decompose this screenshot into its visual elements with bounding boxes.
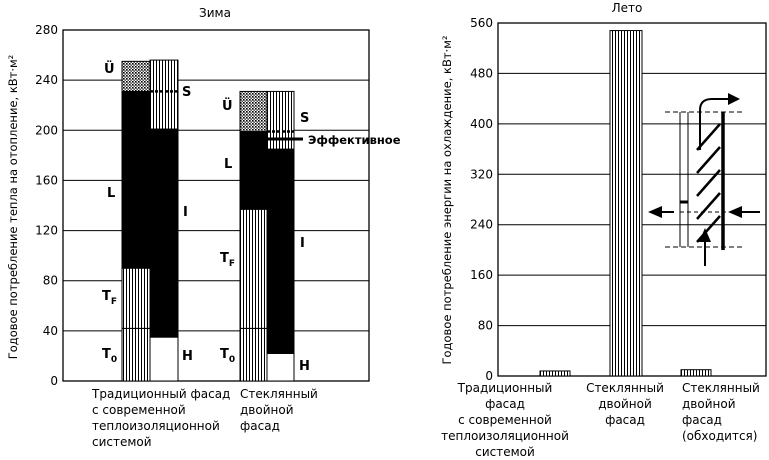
winter-y-tick: 80 xyxy=(43,274,58,288)
summer-y-tick: 320 xyxy=(470,167,493,181)
winter-bar-1-right-h xyxy=(149,336,179,382)
svg-text:Традиционный фасад: Традиционный фасад xyxy=(91,387,230,401)
label-i-2: I xyxy=(300,236,305,251)
winter-bar-1-left-t0 xyxy=(121,327,151,382)
svg-text:Традиционный: Традиционный xyxy=(457,381,553,395)
svg-text:теплоизоляционной: теплоизоляционной xyxy=(441,429,569,443)
summer-y-axis-label: Годовое потребление энергии на охлаждени… xyxy=(440,35,454,364)
winter-y-tick: 0 xyxy=(50,374,58,388)
svg-text:теплоизоляционной: теплоизоляционной xyxy=(92,419,220,433)
winter-y-tick: 200 xyxy=(35,123,58,137)
winter-y-tick: 120 xyxy=(35,224,58,238)
summer-y-tick: 400 xyxy=(470,117,493,131)
summer-title: Лето xyxy=(612,1,643,15)
winter-category-2-label: Стеклянный двойной фасад xyxy=(240,387,318,433)
winter-y-axis-label: Годовое потребление тепла на отопление, … xyxy=(6,55,20,360)
summer-category-1-label: Традиционный фасад с современной теплоиз… xyxy=(441,381,569,459)
summer-bar-2 xyxy=(609,30,643,377)
label-tf-1: TF xyxy=(102,289,117,307)
label-s-1: S xyxy=(182,85,191,100)
svg-text:системой: системой xyxy=(475,445,535,459)
summer-y-tick: 80 xyxy=(478,319,493,333)
summer-chart: Лето Годовое потребление энергии на охла… xyxy=(440,1,767,459)
winter-bar-2-right-i xyxy=(266,148,295,354)
winter-gridlines xyxy=(63,29,369,382)
svg-text:системой: системой xyxy=(92,435,152,449)
svg-text:Стеклянный: Стеклянный xyxy=(240,387,318,401)
winter-bar-1-right-s xyxy=(149,59,179,130)
summer-y-tick: 0 xyxy=(485,369,493,383)
summer-bars xyxy=(539,30,712,377)
label-i-1: I xyxy=(183,205,188,220)
label-h-2: H xyxy=(299,359,310,374)
winter-bars xyxy=(121,59,295,382)
summer-bar-3 xyxy=(680,369,712,377)
effective-label: Эффективное xyxy=(308,133,401,147)
summer-category-3-label: Стеклянный двойной фасад (обходится) xyxy=(682,381,760,443)
winter-bar-2-left-l xyxy=(239,131,268,210)
winter-y-tick: 160 xyxy=(35,173,58,187)
winter-bar-1-left-l xyxy=(121,90,151,269)
svg-text:фасад: фасад xyxy=(682,413,722,427)
label-t0-2: T0 xyxy=(220,347,235,365)
svg-text:двойной: двойной xyxy=(240,403,294,417)
winter-bar-2-left-tf xyxy=(239,208,268,329)
summer-y-tick: 240 xyxy=(470,218,493,232)
double-facade-schematic xyxy=(648,93,760,266)
summer-bar-1 xyxy=(539,370,571,377)
winter-y-tick: 40 xyxy=(43,324,58,338)
winter-title: Зима xyxy=(199,6,231,20)
winter-bar-2-left-u xyxy=(239,90,268,133)
winter-bar-1-left-u xyxy=(121,60,151,92)
svg-text:фасад: фасад xyxy=(240,419,280,433)
label-u-1: Ü xyxy=(104,61,115,77)
svg-text:Стеклянный: Стеклянный xyxy=(586,381,664,395)
winter-chart: Зима Годовое потребление тепла на отопле… xyxy=(6,6,401,449)
label-l-2: L xyxy=(224,157,232,172)
label-h-1: H xyxy=(182,349,193,364)
winter-y-tick: 280 xyxy=(35,23,58,37)
summer-y-tick: 480 xyxy=(470,66,493,80)
summer-y-tick-labels: 0 80 160 240 320 400 480 560 xyxy=(470,16,493,383)
winter-bar-2-right-h xyxy=(266,352,295,382)
svg-text:Стеклянный: Стеклянный xyxy=(682,381,760,395)
svg-text:(обходится): (обходится) xyxy=(682,429,757,443)
svg-text:с современной: с современной xyxy=(92,403,186,417)
summer-category-2-label: Стеклянный двойной фасад xyxy=(586,381,664,427)
svg-text:фасад: фасад xyxy=(485,397,525,411)
label-s-2: S xyxy=(300,111,309,126)
svg-text:двойной: двойной xyxy=(682,397,736,411)
label-tf-2: TF xyxy=(220,251,235,269)
winter-plot-frame xyxy=(62,29,370,382)
winter-bar-1-left-tf xyxy=(121,267,151,329)
label-l-1: L xyxy=(107,186,115,201)
winter-y-tick: 240 xyxy=(35,73,58,87)
winter-category-1-label: Традиционный фасад с современной теплоиз… xyxy=(91,387,230,449)
winter-bar-2-left-t0 xyxy=(239,327,268,382)
summer-y-tick: 560 xyxy=(470,16,493,30)
svg-text:с современной: с современной xyxy=(458,413,552,427)
label-u-2: Ü xyxy=(222,98,233,114)
svg-text:двойной: двойной xyxy=(598,397,652,411)
label-t0-1: T0 xyxy=(102,347,117,365)
svg-text:фасад: фасад xyxy=(605,413,645,427)
winter-bar-1-right-i xyxy=(149,128,179,338)
winter-y-tick-labels: 0 40 80 120 160 200 240 280 xyxy=(35,23,58,388)
summer-y-tick: 160 xyxy=(470,268,493,282)
